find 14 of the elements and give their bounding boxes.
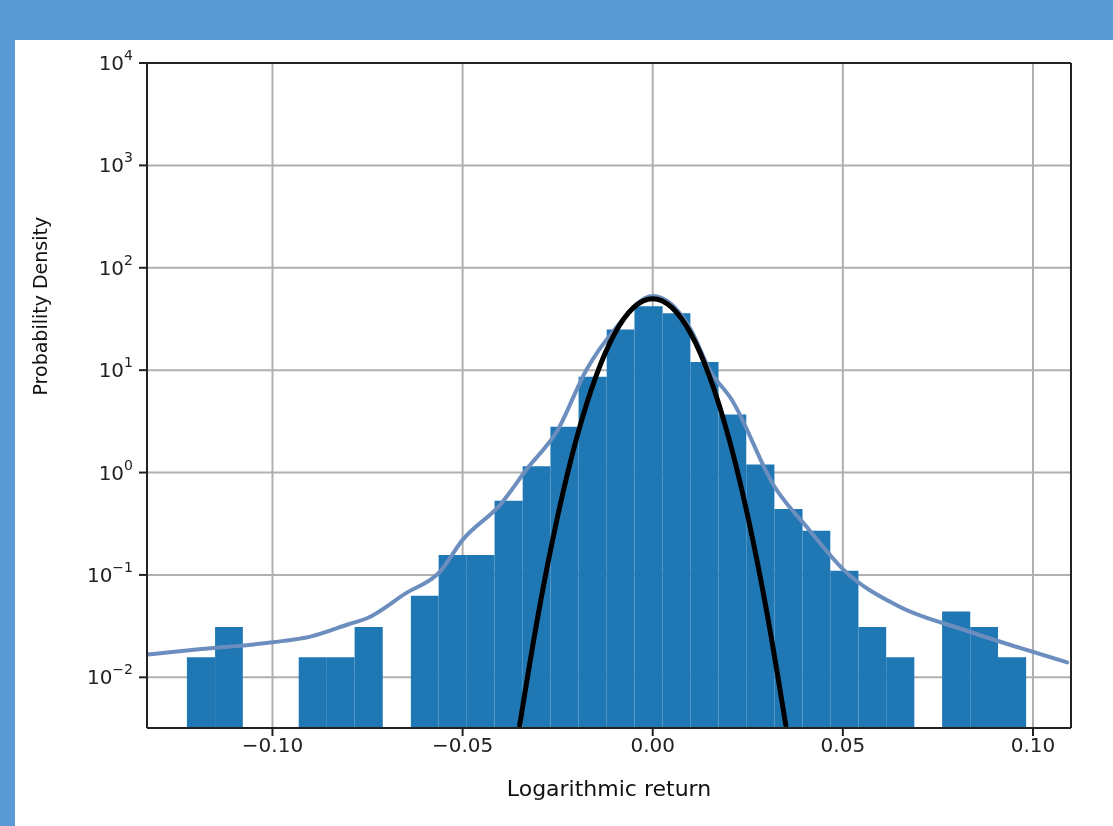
y-tick-label: 10$^{1}$ xyxy=(98,354,133,383)
y-tick-label: 10$^{0}$ xyxy=(98,456,133,485)
y-tick-label: 10$^{4}$ xyxy=(98,47,134,75)
x-tick-label: 0.10 xyxy=(1010,733,1056,758)
x-axis-title: Logarithmic return xyxy=(506,776,712,801)
y-tick-label: 10$^{3}$ xyxy=(98,149,133,178)
x-tick-label: 0.00 xyxy=(630,733,675,758)
y-tick-label: 10$^{2}$ xyxy=(98,251,133,280)
x-tick-label: −0.10 xyxy=(241,733,304,758)
y-tick-label: 10$^{−2}$ xyxy=(86,661,133,690)
y-tick-label: 10$^{−1}$ xyxy=(86,558,133,587)
x-tick-label: 0.05 xyxy=(820,733,866,758)
x-tick-label: −0.05 xyxy=(431,733,494,758)
y-axis-title: Probability Density xyxy=(28,216,51,396)
